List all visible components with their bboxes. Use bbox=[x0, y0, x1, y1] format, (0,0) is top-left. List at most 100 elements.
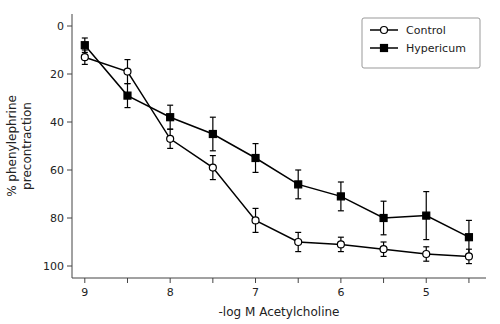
error-bar-cap bbox=[210, 179, 216, 180]
error-bar-cap bbox=[82, 49, 88, 50]
y-tick bbox=[67, 266, 72, 267]
x-tick bbox=[298, 278, 299, 283]
error-bar-cap bbox=[338, 181, 344, 182]
error-bar bbox=[423, 247, 429, 261]
series bbox=[81, 38, 472, 254]
error-bar bbox=[381, 242, 387, 256]
point bbox=[295, 181, 302, 188]
point bbox=[423, 212, 430, 219]
error-bar-cap bbox=[253, 172, 259, 173]
error-bar-cap bbox=[381, 241, 387, 242]
legend-item: Control bbox=[370, 24, 446, 37]
error-bar-cap bbox=[253, 232, 259, 233]
y-tick-label: 40 bbox=[50, 116, 64, 129]
legend-label: Control bbox=[406, 24, 446, 37]
error-bar-cap bbox=[423, 239, 429, 240]
error-bar-cap bbox=[423, 246, 429, 247]
point bbox=[465, 253, 472, 260]
x-tick-label: 9 bbox=[81, 286, 88, 299]
point bbox=[465, 234, 472, 241]
error-bar-cap bbox=[466, 249, 472, 250]
point bbox=[167, 114, 174, 121]
point bbox=[124, 92, 131, 99]
error-bar-cap bbox=[466, 220, 472, 221]
error-bar-cap bbox=[381, 256, 387, 257]
error-bar bbox=[124, 84, 130, 108]
y-tick-label: 20 bbox=[50, 68, 64, 81]
error-bar bbox=[466, 249, 472, 263]
error-bar bbox=[167, 105, 173, 129]
point bbox=[124, 68, 131, 75]
x-tick-label: 6 bbox=[337, 286, 344, 299]
error-bar-cap bbox=[423, 191, 429, 192]
point bbox=[81, 42, 88, 49]
error-bar bbox=[423, 192, 429, 240]
error-bar bbox=[295, 232, 301, 251]
point bbox=[252, 217, 259, 224]
x-axis-line bbox=[72, 278, 486, 279]
error-bar-cap bbox=[466, 263, 472, 264]
point bbox=[337, 241, 344, 248]
error-bar-cap bbox=[423, 261, 429, 262]
error-bar-cap bbox=[82, 37, 88, 38]
error-bar-cap bbox=[381, 234, 387, 235]
error-bar-cap bbox=[124, 83, 130, 84]
x-tick bbox=[212, 278, 213, 283]
error-bar-cap bbox=[210, 117, 216, 118]
y-axis-line bbox=[72, 14, 73, 278]
x-tick bbox=[170, 278, 171, 283]
error-bar-cap bbox=[210, 155, 216, 156]
y-tick-label: 100 bbox=[43, 260, 64, 273]
error-bar bbox=[466, 220, 472, 254]
series bbox=[81, 50, 472, 264]
x-tick-label: 8 bbox=[167, 286, 174, 299]
legend-marker bbox=[381, 27, 388, 34]
error-bar bbox=[210, 156, 216, 180]
error-bar-cap bbox=[167, 129, 173, 130]
error-bar-cap bbox=[381, 201, 387, 202]
error-bar bbox=[295, 170, 301, 199]
y-tick bbox=[67, 26, 72, 27]
error-bar-cap bbox=[124, 83, 130, 84]
legend-label: Hypericum bbox=[406, 42, 466, 55]
legend-item: Hypericum bbox=[370, 42, 466, 55]
error-bar bbox=[82, 50, 88, 64]
error-bar bbox=[167, 129, 173, 148]
y-axis-label-line: precontraction bbox=[20, 102, 34, 190]
error-bar bbox=[210, 117, 216, 151]
error-bar-cap bbox=[338, 237, 344, 238]
point bbox=[295, 239, 302, 246]
chart: 98765020406080100-log M Acetylcholine% p… bbox=[0, 0, 500, 324]
error-bar-cap bbox=[338, 251, 344, 252]
series-line bbox=[85, 45, 469, 237]
y-tick-label: 80 bbox=[50, 212, 64, 225]
error-bar-cap bbox=[253, 208, 259, 209]
x-axis-label: -log M Acetylcholine bbox=[219, 305, 340, 319]
legend-box bbox=[362, 18, 480, 68]
point bbox=[252, 155, 259, 162]
series-line bbox=[85, 57, 469, 256]
error-bar-cap bbox=[167, 105, 173, 106]
x-tick-label: 7 bbox=[252, 286, 259, 299]
point bbox=[209, 164, 216, 171]
error-bar-cap bbox=[295, 198, 301, 199]
point bbox=[423, 251, 430, 258]
error-bar-cap bbox=[167, 129, 173, 130]
x-tick bbox=[255, 278, 256, 283]
error-bar-cap bbox=[167, 148, 173, 149]
point bbox=[380, 215, 387, 222]
legend-marker bbox=[381, 45, 388, 52]
y-tick bbox=[67, 218, 72, 219]
y-tick bbox=[67, 122, 72, 123]
error-bar bbox=[82, 38, 88, 52]
x-tick bbox=[84, 278, 85, 283]
y-tick-label: 0 bbox=[57, 20, 64, 33]
x-tick bbox=[383, 278, 384, 283]
point bbox=[380, 246, 387, 253]
error-bar-cap bbox=[124, 107, 130, 108]
y-axis-label-line: % phenylephrine bbox=[5, 95, 19, 197]
y-tick bbox=[67, 170, 72, 171]
x-tick-label: 5 bbox=[423, 286, 430, 299]
x-tick bbox=[340, 278, 341, 283]
error-bar-cap bbox=[295, 251, 301, 252]
